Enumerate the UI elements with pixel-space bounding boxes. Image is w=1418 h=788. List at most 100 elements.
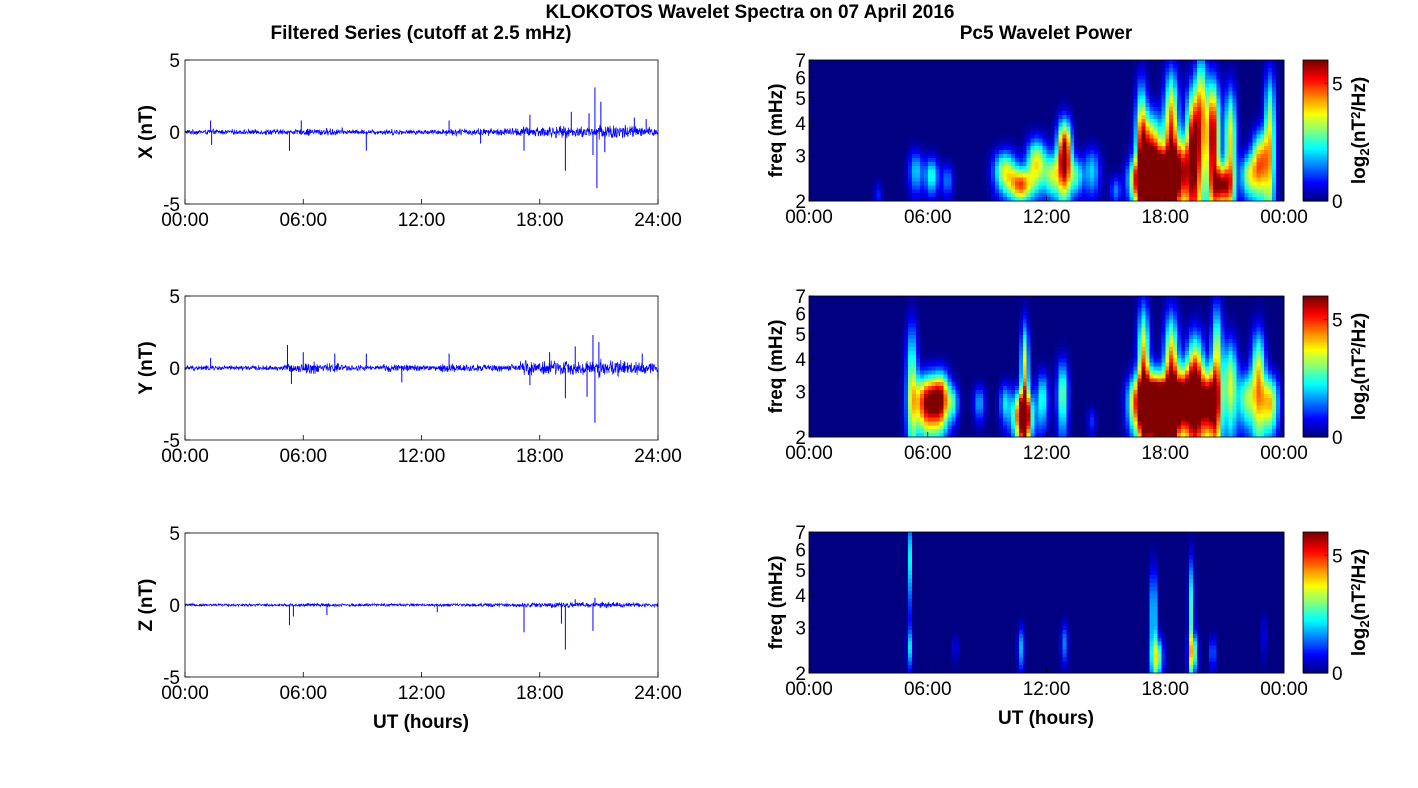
heatmap-cell	[1220, 87, 1226, 92]
heatmap-cell	[931, 157, 937, 163]
heatmap-cell	[1181, 181, 1186, 186]
heatmap-cell	[951, 103, 957, 108]
heatmap-cell	[1006, 71, 1012, 77]
heatmap-cell	[1129, 177, 1135, 183]
heatmap-cell	[856, 99, 862, 104]
heatmap-cell	[1220, 114, 1226, 120]
heatmap-cell	[1094, 134, 1099, 139]
heatmap-cell	[1268, 138, 1273, 143]
heatmap-cell	[915, 114, 921, 120]
heatmap-cell	[832, 154, 838, 159]
heatmap-cell	[1121, 154, 1127, 159]
heatmap-cell	[927, 114, 933, 120]
heatmap-cell	[1169, 67, 1174, 73]
heatmap-cell	[872, 63, 877, 69]
heatmap-cell	[1094, 146, 1099, 151]
heatmap-cell	[816, 185, 822, 190]
heatmap-cell	[1074, 87, 1079, 92]
heatmap-cell	[844, 75, 850, 81]
heatmap-cell	[991, 173, 996, 179]
heatmap-cell	[1038, 185, 1044, 190]
heatmap-cell	[1070, 161, 1075, 167]
heatmap-cell	[1216, 177, 1222, 183]
heatmap-cell	[1038, 126, 1044, 132]
heatmap-cell	[1224, 95, 1230, 100]
heatmap-cell	[1074, 189, 1079, 194]
heatmap-cell	[1216, 75, 1222, 81]
heatmap-cell	[999, 118, 1004, 124]
heatmap-cell	[919, 107, 925, 112]
heatmap-cell	[1264, 99, 1269, 104]
heatmap-cell	[812, 197, 818, 202]
heatmap-cell	[1252, 157, 1257, 163]
heatmap-cell	[1086, 296, 1091, 301]
heatmap-cell	[975, 161, 980, 167]
heatmap-cell	[1272, 193, 1277, 198]
heatmap-cell	[812, 189, 818, 194]
heatmap-cell	[896, 150, 901, 155]
heatmap-cell	[856, 118, 862, 124]
heatmap-cell	[809, 296, 814, 301]
heatmap-cell	[1058, 87, 1063, 92]
heatmap-cell	[876, 169, 881, 175]
heatmap-cell	[955, 134, 961, 139]
heatmap-cell	[1189, 296, 1194, 301]
heatmap-cell	[1121, 197, 1127, 202]
heatmap-cell	[1046, 71, 1052, 77]
heatmap-cell	[1189, 165, 1194, 171]
y-tick-label: 5	[169, 287, 180, 308]
heatmap-cell	[1244, 181, 1249, 186]
heatmap-cell	[1181, 79, 1186, 85]
heatmap-cell	[911, 110, 917, 116]
colorbar-step	[1303, 172, 1328, 176]
heatmap-cell	[987, 91, 992, 96]
heatmap-cell	[1216, 296, 1222, 301]
heatmap-cell	[852, 75, 858, 81]
heatmap-cell	[856, 299, 862, 305]
heatmap-cell	[911, 165, 917, 171]
heatmap-cell	[1074, 303, 1079, 309]
heatmap-cell	[1177, 307, 1182, 313]
heatmap-cell	[904, 122, 909, 128]
heatmap-cell	[876, 60, 881, 65]
heatmap-cell	[860, 154, 866, 159]
heatmap-cell	[864, 173, 869, 179]
heatmap-cell	[860, 95, 866, 100]
heatmap-cell	[1113, 146, 1119, 151]
heatmap-cell	[872, 134, 877, 139]
heatmap-cell	[1280, 299, 1285, 305]
heatmap-cell	[1117, 197, 1123, 202]
heatmap-cell	[979, 60, 984, 65]
heatmap-cell	[856, 173, 862, 179]
heatmap-cell	[915, 126, 921, 132]
heatmap-cell	[888, 157, 893, 163]
heatmap-cell	[1094, 67, 1099, 73]
heatmap-cell	[1074, 307, 1079, 313]
heatmap-cell	[1208, 63, 1214, 69]
heatmap-cell	[1066, 146, 1071, 151]
heatmap-cell	[951, 118, 957, 124]
heatmap-cell	[1038, 150, 1044, 155]
heatmap-cell	[1216, 63, 1222, 69]
heatmap-cell	[1010, 307, 1016, 313]
heatmap-cell	[975, 185, 980, 190]
heatmap-cell	[1070, 114, 1075, 120]
heatmap-cell	[931, 173, 937, 179]
heatmap-cell	[884, 107, 889, 112]
colorbar-step	[1303, 86, 1328, 90]
heatmap-cell	[1268, 157, 1273, 163]
heatmap-cell	[1208, 87, 1214, 92]
heatmap-cell	[1054, 181, 1059, 186]
heatmap-cell	[868, 307, 873, 313]
heatmap-cell	[1264, 154, 1269, 159]
heatmap-cell	[1058, 161, 1063, 167]
heatmap-cell	[1046, 75, 1052, 81]
heatmap-cell	[1101, 83, 1107, 89]
heatmap-cell	[1200, 193, 1206, 198]
heatmap-cell	[1161, 60, 1166, 65]
heatmap-cell	[999, 67, 1004, 73]
heatmap-cell	[1101, 173, 1107, 179]
heatmap-cell	[1109, 185, 1115, 190]
heatmap-cell	[935, 60, 941, 65]
heatmap-cell	[1026, 169, 1032, 175]
